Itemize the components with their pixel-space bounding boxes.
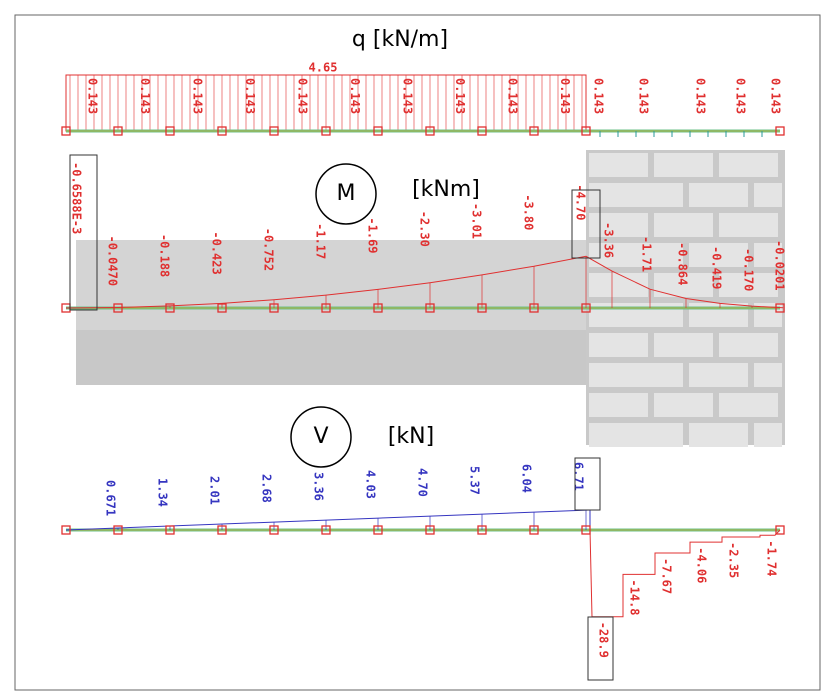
moment-label: -0.170 — [742, 248, 756, 291]
v-symbol: V — [313, 424, 328, 449]
brick — [689, 363, 748, 387]
shear-label: 4.03 — [364, 470, 378, 499]
moment-label: -2.30 — [418, 211, 432, 247]
load-label: 0.143 — [348, 78, 362, 114]
q-total: 4.65 — [309, 61, 338, 75]
brick — [689, 183, 748, 207]
load-label: 0.143 — [296, 78, 310, 114]
brick — [719, 333, 778, 357]
brick — [654, 333, 713, 357]
brick — [689, 423, 748, 447]
moment-label: -3.01 — [470, 203, 484, 239]
v-unit: [kN] — [388, 424, 434, 449]
brick — [719, 393, 778, 417]
moment-label: -0.188 — [158, 234, 172, 277]
moment-label: -3.80 — [522, 194, 536, 230]
diagram: q [kN/m] 4.65 M [kNm] V [kN] 0.143 0.143 0… — [0, 0, 835, 700]
beam-front — [76, 330, 586, 385]
moment-label: -0.864 — [676, 242, 690, 285]
m-symbol: M — [337, 181, 356, 206]
moment-label: -0.752 — [262, 228, 276, 271]
shear-label: -4.06 — [695, 547, 709, 583]
moment-label: -1.17 — [314, 223, 328, 259]
brick — [719, 153, 778, 177]
moment-label: -0.6588E-3 — [70, 162, 84, 234]
brick — [589, 153, 648, 177]
shear-label: 3.36 — [312, 472, 326, 501]
load-label: 0.143 — [694, 78, 708, 114]
shear-label: 5.37 — [468, 466, 482, 495]
load-label: 0.143 — [138, 78, 152, 114]
brick — [654, 153, 713, 177]
shear-label: -1.74 — [765, 540, 779, 576]
shear-label: 1.34 — [156, 478, 170, 507]
brick — [589, 393, 648, 417]
brick — [654, 393, 713, 417]
shear-label: 2.01 — [208, 476, 222, 505]
brick — [589, 333, 648, 357]
shear-label: 4.70 — [416, 468, 430, 497]
brick — [754, 423, 782, 447]
load-label: 0.143 — [558, 78, 572, 114]
moment-label: -0.0201 — [773, 240, 787, 291]
moment-label: -3.36 — [602, 222, 616, 258]
load-label: 0.143 — [734, 78, 748, 114]
moment-label: -0.0470 — [106, 235, 120, 286]
brick — [624, 363, 683, 387]
shear-label: -7.67 — [660, 558, 674, 594]
brick — [719, 213, 778, 237]
brick — [754, 363, 782, 387]
moment-label: -1.69 — [366, 217, 380, 253]
shear-label: -14.8 — [628, 579, 642, 615]
brick — [589, 213, 648, 237]
load-label: 0.143 — [769, 78, 783, 114]
load-label: 0.143 — [243, 78, 257, 114]
shear-label: 2.68 — [260, 474, 274, 503]
shear-label: 0.671 — [104, 480, 118, 516]
shear-label: 6.04 — [520, 464, 534, 493]
brick — [754, 183, 782, 207]
shear-label: 6.71 — [572, 462, 586, 491]
shear-label: -2.35 — [727, 542, 741, 578]
load-label: 0.143 — [453, 78, 467, 114]
load-label: 0.143 — [191, 78, 205, 114]
shear-label: -28.9 — [597, 622, 611, 658]
m-unit: [kNm] — [412, 177, 480, 202]
load-label: 0.143 — [401, 78, 415, 114]
moment-label: -0.423 — [210, 231, 224, 274]
moment-label: -1.71 — [640, 236, 654, 272]
brick — [589, 273, 648, 297]
brick — [654, 213, 713, 237]
load-label: 0.143 — [637, 78, 651, 114]
load-label: 0.143 — [86, 78, 100, 114]
load-label: 0.143 — [592, 78, 606, 114]
q-title: q [kN/m] — [352, 27, 448, 52]
brick — [624, 423, 683, 447]
brick — [624, 183, 683, 207]
moment-label: -0.419 — [710, 246, 724, 289]
load-label: 0.143 — [506, 78, 520, 114]
